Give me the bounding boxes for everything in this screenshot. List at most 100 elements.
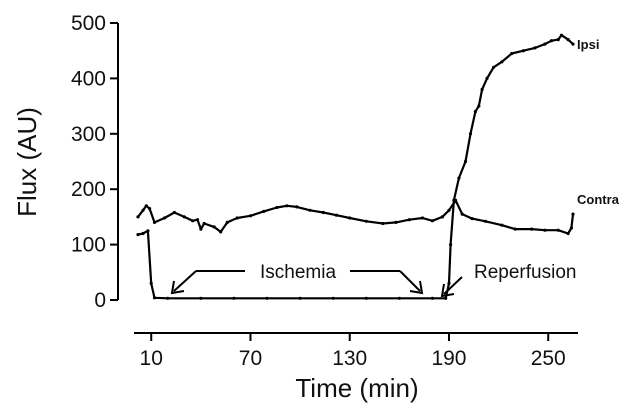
series-label-ipsi: Ipsi: [577, 37, 599, 52]
x-axis-label: Time (min): [295, 373, 418, 403]
data-point-ipsi: [166, 296, 170, 300]
x-tick-label: 10: [140, 347, 163, 370]
data-point-ipsi: [331, 296, 335, 300]
y-tick-label: 300: [71, 123, 106, 146]
data-point-contra: [225, 220, 229, 224]
data-point-ipsi: [559, 33, 564, 37]
data-point-contra: [148, 207, 152, 211]
data-point-contra: [195, 218, 200, 222]
data-point-ipsi: [136, 233, 140, 237]
data-point-contra: [543, 228, 547, 232]
data-point-ipsi: [477, 104, 481, 108]
data-point-contra: [202, 221, 206, 226]
data-point-contra: [321, 210, 325, 215]
ischemia-annotation: Ischemia: [170, 262, 424, 295]
series-line-contra: [137, 199, 575, 235]
data-point-ipsi: [447, 281, 451, 285]
data-point-contra: [275, 205, 279, 210]
ischemia-label: Ischemia: [260, 262, 336, 283]
data-point-ipsi: [364, 296, 368, 300]
data-point-contra: [556, 228, 560, 232]
data-point-ipsi: [473, 110, 477, 114]
data-point-ipsi: [485, 76, 489, 80]
y-tick-label: 200: [71, 178, 106, 201]
data-point-contra: [219, 230, 223, 234]
data-point-contra: [364, 219, 368, 223]
data-point-contra: [513, 227, 517, 231]
data-point-ipsi: [463, 159, 468, 164]
data-point-contra: [295, 205, 299, 209]
ischemia-left-arrow-line: [173, 270, 197, 292]
data-point-contra: [182, 215, 186, 219]
x-tick-label: 250: [531, 347, 566, 370]
data-point-contra: [454, 198, 458, 202]
series-line-ipsi: [137, 34, 574, 300]
y-tick-label: 400: [71, 67, 106, 90]
reperfusion-arrowhead: [440, 283, 455, 298]
x-tick-label: 130: [332, 347, 367, 370]
y-tick-label: 500: [71, 12, 106, 35]
reperfusion-label: Reperfusion: [474, 262, 576, 283]
series-layer: Ipsi Contra: [136, 33, 620, 300]
data-point-ipsi: [468, 132, 473, 136]
x-tick-label: 190: [431, 347, 466, 370]
data-point-ipsi: [298, 296, 302, 300]
data-point-ipsi: [556, 38, 560, 42]
data-point-contra: [420, 216, 425, 220]
data-point-ipsi: [149, 281, 153, 285]
data-point-ipsi: [533, 46, 537, 50]
data-point-ipsi: [449, 243, 453, 247]
data-point-contra: [199, 227, 203, 231]
data-point-contra: [460, 212, 464, 216]
data-point-contra: [152, 220, 157, 224]
data-point-contra: [440, 215, 444, 219]
data-point-contra: [394, 220, 398, 224]
data-point-contra: [308, 208, 312, 212]
data-point-contra: [348, 216, 352, 220]
ischemia-right-arrowhead: [409, 280, 424, 295]
data-point-contra: [144, 204, 148, 208]
x-tick-label: 70: [239, 347, 262, 370]
data-point-ipsi: [480, 87, 484, 92]
data-point-ipsi: [397, 296, 401, 300]
data-point-contra: [262, 209, 266, 213]
data-point-ipsi: [521, 49, 526, 53]
data-point-contra: [248, 214, 253, 218]
data-point-contra: [571, 212, 575, 216]
data-point-contra: [334, 213, 339, 217]
y-tick-label: 100: [71, 234, 106, 257]
data-point-ipsi: [492, 65, 496, 69]
data-point-contra: [136, 215, 140, 219]
data-point-ipsi: [141, 231, 145, 236]
data-point-contra: [285, 204, 289, 208]
data-point-ipsi: [444, 296, 448, 300]
data-point-contra: [530, 227, 534, 231]
data-point-contra: [483, 219, 487, 223]
y-tick-label: 0: [94, 289, 106, 312]
reperfusion-annotation: Reperfusion: [440, 262, 576, 298]
x-axis: 10 70 130 190 250: [134, 332, 578, 370]
data-point-contra: [470, 217, 474, 221]
data-point-contra: [566, 231, 570, 236]
data-point-ipsi: [500, 60, 504, 64]
ischemia-left-arrowhead: [170, 280, 185, 295]
data-point-ipsi: [152, 296, 157, 300]
data-point-ipsi: [543, 42, 547, 46]
data-point-ipsi: [549, 39, 554, 43]
data-point-contra: [141, 208, 145, 212]
data-point-contra: [162, 216, 167, 220]
data-point-contra: [407, 218, 411, 222]
data-point-contra: [191, 219, 195, 223]
data-point-ipsi: [265, 296, 269, 300]
series-label-contra: Contra: [577, 192, 620, 207]
reperfusion-arrow-line: [443, 276, 463, 295]
y-axis-label: Flux (AU): [12, 107, 42, 217]
data-point-contra: [381, 221, 385, 226]
data-point-ipsi: [146, 229, 150, 233]
data-point-ipsi: [510, 51, 514, 56]
data-point-ipsi: [199, 296, 203, 300]
data-point-contra: [447, 208, 451, 212]
data-point-ipsi: [430, 296, 434, 300]
ischemia-right-arrow-line: [399, 270, 421, 292]
